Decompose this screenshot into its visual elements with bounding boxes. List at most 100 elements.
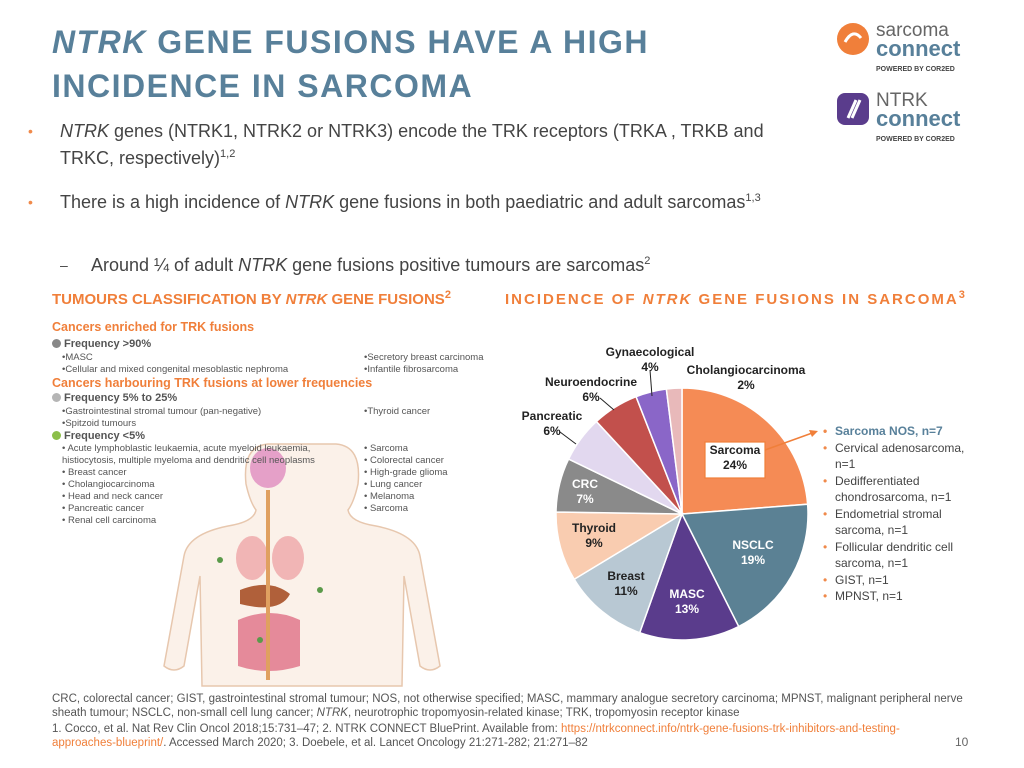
group-heading: Cancers enriched for TRK fusions [52,320,255,334]
logo-word: connect [876,36,961,61]
tumour-item: •Secretory breast carcinoma [364,352,484,363]
tumour-item: •Thyroid cancer [364,406,431,417]
annotation-arrow [764,431,816,451]
body-illustration [163,443,441,687]
tumour-item: •Gastrointestinal stromal tumour (pan-ne… [62,406,262,417]
tumour-item: • Cholangiocarcinoma [62,479,155,490]
section-text: GENE FUSIONS [327,291,445,308]
section-italic: NTRK [285,291,328,308]
annotation-item: Dedifferentiated chondrosarcoma, n=1 [823,473,983,506]
abbr-italic: NTRK [316,707,348,719]
tumour-item: • Breast cancer [62,467,127,478]
slice-label: CRC [572,477,598,491]
slice-label: NSCLC [732,538,774,552]
superscript: 3 [958,289,967,301]
slice-label: Cholangiocarcinoma [687,363,806,377]
pie-slice [680,503,809,628]
tumour-item: • Melanoma [364,491,415,502]
logo-word: connect [876,106,961,131]
logo-word: NTRK [876,90,928,111]
tumour-item: •Infantile fibrosarcoma [364,364,459,375]
tumour-item: •MASC [62,352,93,363]
logo-word: sarcoma [876,20,949,41]
tumour-item: • Colorectal cancer [364,455,444,466]
slice-label: Breast [607,569,644,583]
tumour-item: • Sarcoma [364,503,408,514]
slice-value-label: 9% [585,536,603,550]
tumour-item: • High-grade glioma [364,467,448,478]
pie-slice [638,512,740,641]
leader-line [599,397,615,411]
slide-title: NTRK GENE FUSIONS HAVE A HIGH INCIDENCE … [52,20,692,108]
ref-text: 1. Cocco, et al. Nat Rev Clin Oncol 2018… [52,723,562,735]
chart-title: INCIDENCE OF NTRK GENE FUSIONS IN SARCOM… [505,289,967,309]
superscript: 2 [444,289,451,301]
tumour-item: • Head and neck cancer [62,491,164,502]
slice-value-label: 13% [675,602,699,616]
frequency-heading: Frequency <5% [52,430,502,442]
slice-value-label: 24% [723,458,747,472]
abbr-text: , neurotrophic tropomyosin-related kinas… [347,707,740,719]
classification-panel: Cancers enriched for TRK fusions Frequen… [52,320,502,532]
superscript: 2 [644,255,651,267]
slice-label: Thyroid [572,521,616,535]
chart-title-italic: NTRK [642,291,693,308]
annotation-item: Follicular dendritic cell sarcoma, n=1 [823,539,983,572]
annotation-item: Sarcoma NOS, n=7 [823,423,983,440]
ref-link[interactable]: https://ntrkconnect.info/ntrk-gene-fusio… [52,723,900,749]
pie-slice [665,387,683,515]
logo-powered: POWERED BY COR2ED [876,66,955,73]
bullet-italic: NTRK [60,121,109,141]
superscript: 1,3 [745,192,761,204]
leader-line [559,431,577,445]
page-number: 10 [955,735,969,749]
logo-icon [837,23,869,55]
tumour-item: • Acute lymphoblastic leukaemia, acute m… [62,443,315,466]
slice-label: MASC [669,587,705,601]
annotation-item: Cervical adenosarcoma, n=1 [823,440,983,473]
bullet-italic: NTRK [238,255,288,275]
tumour-item: •Spitzoid tumours [62,418,137,429]
section-text: TUMOURS CLASSIFICATION BY [52,291,286,308]
pie-slice [573,512,684,634]
annotation-item: GIST, n=1 [823,572,983,589]
logo-icon [837,93,869,125]
slice-label: Gynaecological [606,345,695,359]
abbr-text: CRC, colorectal cancer; GIST, gastrointe… [52,693,963,719]
sub-bullet: – Around ¼ of adult NTRK gene fusions pos… [60,255,651,275]
bullet: • NTRK genes (NTRK1, NTRK2 or NTRK3) enco… [28,121,764,168]
tumour-item: • Lung cancer [364,479,423,490]
slice-value-label: 4% [641,360,659,374]
bullet-text: gene fusions in both paediatric and adul… [334,192,746,212]
slice-label: Pancreatic [522,409,583,423]
bullet: • There is a high incidence of NTRK gene … [28,192,761,212]
frequency-text: Frequency <5% [64,430,146,442]
annotation-item: MPNST, n=1 [823,588,983,605]
title-text: GENE FUSIONS HAVE A HIGH INCIDENCE IN SA… [52,24,650,104]
frequency-text: Frequency >90% [64,338,152,350]
annotation-item: Endometrial stromal sarcoma, n=1 [823,506,983,539]
slice-label: Sarcoma [710,443,761,457]
section-title: TUMOURS CLASSIFICATION BY NTRK GENE FUSI… [52,289,451,309]
slice-label: Neuroendocrine [545,375,637,389]
slice-value-label: 7% [576,492,594,506]
slice-value-label: 6% [543,424,561,438]
bullet-text: gene fusions positive tumours are sarcom… [287,255,645,275]
superscript: 1,2 [220,148,236,160]
sarcoma-subtypes: Sarcoma NOS, n=7Cervical adenosarcoma, n… [823,423,983,605]
footer: CRC, colorectal cancer; GIST, gastrointe… [52,692,982,750]
tumour-item: • Pancreatic cancer [62,503,145,514]
references: 1. Cocco, et al. Nat Rev Clin Oncol 2018… [52,722,952,750]
frequency-text: Frequency 5% to 25% [64,392,178,404]
logo-powered: POWERED BY COR2ED [876,136,955,143]
bullet-italic: NTRK [285,192,335,212]
ref-text: . Accessed March 2020; 3. Doebele, et al… [163,737,588,749]
bullet-text: Around ¼ of adult [91,255,239,275]
slice-value-label: 6% [582,390,600,404]
chart-title-text: INCIDENCE OF [505,291,643,308]
tumour-item: • Renal cell carcinoma [62,515,157,526]
title-italic: NTRK [52,24,147,60]
leader-line [649,369,653,397]
